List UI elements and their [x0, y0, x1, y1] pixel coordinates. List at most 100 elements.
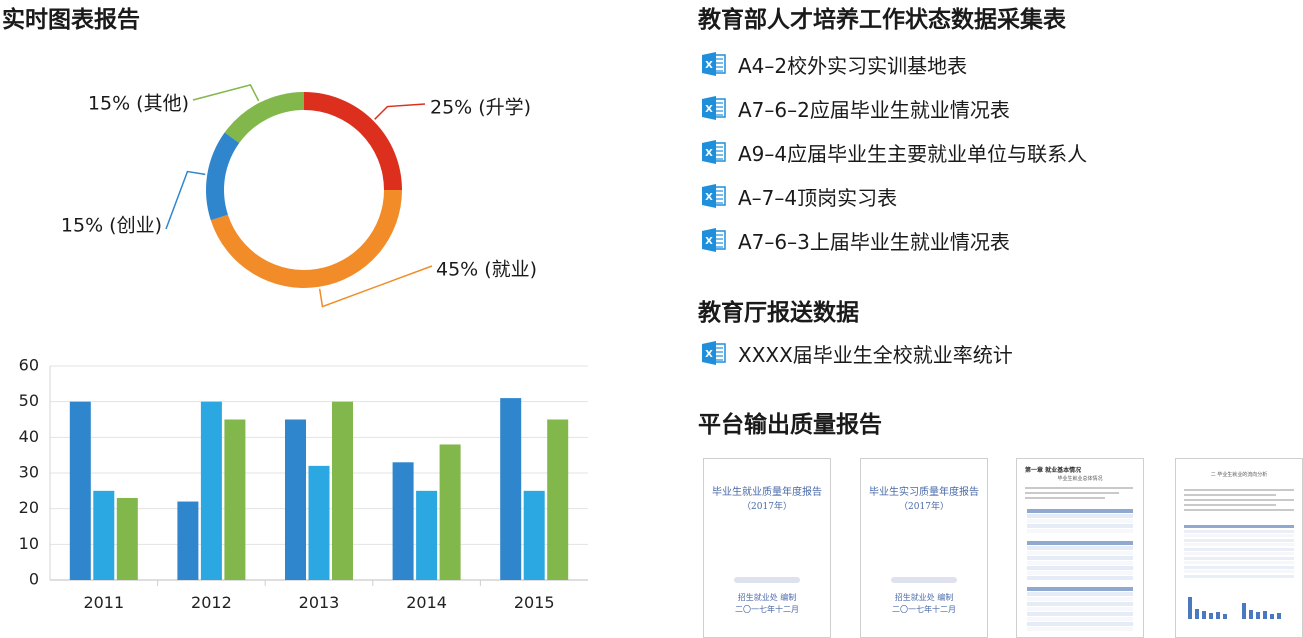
table-row — [1027, 529, 1133, 533]
svg-text:X: X — [705, 104, 713, 115]
x-tick-label: 2011 — [83, 593, 124, 612]
file-link[interactable]: X A7–6–2应届毕业生就业情况表 — [701, 86, 1087, 130]
pie-leader-line — [318, 265, 433, 308]
report-cover-issuer: 招生就业处 编制 — [737, 593, 797, 602]
blurred-school-name — [891, 577, 957, 583]
table-row — [1184, 543, 1294, 546]
table-row — [1027, 627, 1133, 631]
pie-leader-line — [192, 83, 260, 102]
file-link[interactable]: X XXXX届毕业生全校就业率统计 — [701, 331, 1013, 375]
bar — [547, 419, 569, 580]
table-row — [1027, 524, 1133, 528]
y-tick-label: 40 — [19, 427, 39, 446]
y-tick-label: 30 — [19, 463, 39, 482]
y-tick-label: 10 — [19, 534, 39, 553]
table-row — [1027, 541, 1133, 545]
bar — [439, 444, 461, 580]
file-list-education-dept: X XXXX届毕业生全校就业率统计 — [701, 331, 1013, 375]
report-cover-issuer: 招生就业处 编制 — [894, 593, 954, 602]
table-row — [1027, 597, 1133, 601]
report-cover-date: 二〇一七年十二月 — [892, 605, 956, 614]
table-row — [1184, 534, 1294, 537]
file-link[interactable]: X A4–2校外实习实训基地表 — [701, 42, 1087, 86]
bar — [392, 462, 414, 580]
file-label: XXXX届毕业生全校就业率统计 — [738, 342, 1013, 367]
pie-leader-line — [374, 103, 426, 120]
section-title-education-dept: 教育厅报送数据 — [698, 300, 859, 326]
mini-bar — [1202, 611, 1206, 619]
table-row — [1027, 556, 1133, 560]
table-row — [1027, 551, 1133, 555]
bar — [224, 419, 246, 580]
text-line — [1184, 509, 1294, 511]
mini-bar — [1277, 613, 1281, 619]
mini-bar — [1223, 614, 1227, 619]
pie-chart: 25% (升学) 45% (就业) 15% (创业) 15% (其他) — [61, 83, 537, 308]
excel-icon: X — [701, 227, 727, 253]
report-cover-title: 毕业生实习质量年度报告 — [869, 487, 979, 498]
file-label: A4–2校外实习实训基地表 — [738, 53, 968, 78]
blurred-school-name — [734, 577, 800, 583]
svg-text:X: X — [705, 148, 713, 159]
pie-slice — [205, 132, 240, 221]
mini-bar — [1188, 597, 1192, 619]
x-tick-label: 2012 — [191, 593, 232, 612]
report-thumbnail[interactable]: 二 毕业生就业的流向分析 — [1175, 458, 1303, 638]
mini-bar — [1209, 613, 1213, 619]
table-row — [1027, 612, 1133, 616]
x-tick-label: 2014 — [406, 593, 447, 612]
table-row — [1184, 529, 1294, 533]
svg-text:X: X — [705, 192, 713, 203]
file-label: A7–6–3上届毕业生就业情况表 — [738, 229, 1010, 254]
table-row — [1184, 552, 1294, 555]
table-row — [1027, 571, 1133, 575]
text-line — [1025, 492, 1119, 494]
table-row — [1184, 525, 1294, 528]
report-thumbnail[interactable]: 毕业生实习质量年度报告 （2017年） 招生就业处 编制 二〇一七年十二月 — [860, 458, 988, 638]
x-tick-label: 2013 — [299, 593, 340, 612]
y-tick-label: 60 — [19, 356, 39, 375]
mini-bar — [1263, 611, 1267, 619]
table-row — [1027, 514, 1133, 518]
excel-icon: X — [701, 95, 727, 121]
table-row — [1027, 546, 1133, 550]
file-list-data-collection: X A4–2校外实习实训基地表 X A7–6–2应届毕业生就业情况表 X A9–4应届… — [701, 42, 1087, 262]
text-line — [1025, 487, 1133, 489]
table-row — [1027, 566, 1133, 570]
file-link[interactable]: X A7–6–3上届毕业生就业情况表 — [701, 218, 1087, 262]
pie-slice — [224, 92, 304, 143]
mini-bar — [1195, 609, 1199, 619]
table-row — [1027, 602, 1133, 606]
excel-icon: X — [701, 139, 727, 165]
bar — [116, 497, 138, 580]
mini-bar — [1242, 603, 1246, 619]
table-row — [1184, 561, 1294, 564]
report-page-heading: 第一章 就业基本情况 — [1025, 467, 1082, 474]
report-thumbnail[interactable]: 毕业生就业质量年度报告 （2017年） 招生就业处 编制 二〇一七年十二月 — [703, 458, 831, 638]
table-row — [1184, 565, 1294, 569]
report-cover-date: 二〇一七年十二月 — [735, 605, 799, 614]
file-label: A7–6–2应届毕业生就业情况表 — [738, 97, 1010, 122]
report-cover-year: （2017年） — [899, 502, 949, 512]
text-line — [1184, 489, 1294, 491]
table-row — [1184, 570, 1294, 573]
report-thumbnail[interactable]: 第一章 就业基本情况 毕业生就业总体情况 — [1016, 458, 1144, 638]
bar — [177, 501, 199, 580]
bar — [332, 401, 353, 580]
pie-label: 15% (创业) — [61, 215, 162, 237]
bar — [200, 401, 222, 580]
file-link[interactable]: X A9–4应届毕业生主要就业单位与联系人 — [701, 130, 1087, 174]
page-title: 实时图表报告 — [2, 7, 140, 33]
table-row — [1027, 617, 1133, 621]
text-line — [1184, 504, 1276, 506]
table-row — [1027, 622, 1133, 626]
bar — [285, 419, 306, 580]
y-tick-label: 0 — [29, 570, 39, 589]
bar — [523, 490, 545, 580]
section-title-quality-reports: 平台输出质量报告 — [698, 412, 882, 438]
file-link[interactable]: X A–7–4顶岗实习表 — [701, 174, 1087, 218]
mini-bar — [1270, 614, 1274, 619]
table-row — [1184, 574, 1294, 578]
table-row — [1027, 519, 1133, 523]
pie-slice — [210, 190, 402, 288]
